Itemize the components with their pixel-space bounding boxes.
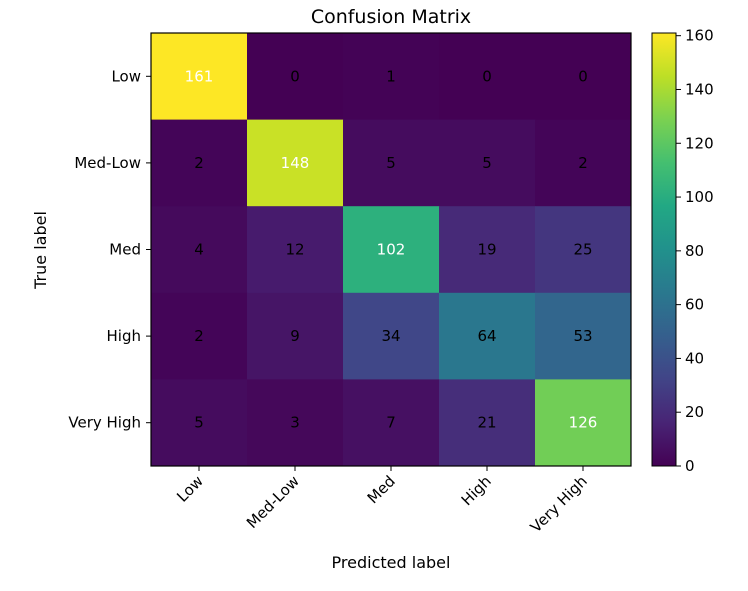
- heatmap-cell: [151, 379, 248, 467]
- y-axis-ticks: Low Med-Low Med High Very High: [68, 67, 151, 432]
- heatmap-cell: [343, 292, 440, 380]
- heatmap-cell: [151, 119, 248, 207]
- x-tick-label: Med-Low: [243, 472, 303, 532]
- heatmap-cell: [439, 33, 536, 121]
- heatmap-cell-labels: 161 0 1 0 02 148 5 5 24 12 102 19 252 9 34 64 535 3 7 21 126: [185, 67, 598, 431]
- heatmap-cell: [439, 292, 536, 380]
- y-tick-label: Low: [111, 67, 141, 85]
- x-tick-label: Med: [364, 472, 399, 507]
- cell-value-label: 161: [185, 67, 214, 85]
- colorbar-tick-label: 0: [685, 457, 695, 475]
- cell-value-label: 25: [573, 241, 592, 259]
- heatmap-cell: [535, 292, 632, 380]
- heatmap-cell: [151, 33, 248, 121]
- heatmap-cell: [343, 379, 440, 467]
- x-tick-label: High: [458, 472, 495, 509]
- cell-value-label: 3: [290, 414, 300, 432]
- cell-value-label: 1: [386, 67, 396, 85]
- cell-value-label: 0: [578, 67, 588, 85]
- heatmap-cell: [247, 206, 344, 294]
- x-tick-label: Low: [173, 472, 207, 506]
- heatmap-cells: [151, 33, 632, 467]
- heatmap-cell: [535, 119, 632, 207]
- heatmap-cell: [151, 206, 248, 294]
- cell-value-label: 5: [194, 414, 204, 432]
- cell-value-label: 148: [281, 154, 310, 172]
- cell-value-label: 126: [569, 414, 598, 432]
- heatmap-cell: [343, 33, 440, 121]
- heatmap-cell: [439, 206, 536, 294]
- colorbar: 0 20 40 60 80 100 120 140 160: [651, 27, 714, 475]
- cell-value-label: 2: [578, 154, 588, 172]
- colorbar-tick-label: 40: [685, 349, 704, 367]
- x-axis-ticks: Low Med-Low Med High Very High: [173, 466, 591, 536]
- colorbar-gradient: [651, 32, 677, 467]
- y-tick-label: Med: [109, 241, 141, 259]
- cell-value-label: 0: [482, 67, 492, 85]
- heatmap-cell: [247, 119, 344, 207]
- chart-title: Confusion Matrix: [311, 6, 471, 28]
- y-tick-label: Very High: [68, 414, 141, 432]
- colorbar-tick-label: 20: [685, 403, 704, 421]
- colorbar-tick-label: 120: [685, 134, 714, 152]
- heatmap-cell: [535, 379, 632, 467]
- cell-value-label: 0: [290, 67, 300, 85]
- heatmap-cell: [535, 206, 632, 294]
- cell-value-label: 21: [477, 414, 496, 432]
- colorbar-tick-label: 80: [685, 242, 704, 260]
- cell-value-label: 5: [482, 154, 492, 172]
- cell-value-label: 19: [477, 241, 496, 259]
- cell-value-label: 2: [194, 327, 204, 345]
- cell-value-label: 64: [477, 327, 496, 345]
- cell-value-label: 5: [386, 154, 396, 172]
- heatmap-cell: [151, 292, 248, 380]
- x-axis-label: Predicted label: [332, 553, 451, 572]
- colorbar-tick-label: 140: [685, 80, 714, 98]
- colorbar-ticks: 0 20 40 60 80 100 120 140 160: [676, 27, 714, 475]
- heatmap-cell: [343, 206, 440, 294]
- cell-value-label: 4: [194, 241, 204, 259]
- heatmap-cell: [247, 292, 344, 380]
- y-tick-label: High: [107, 327, 141, 345]
- cell-value-label: 34: [381, 327, 400, 345]
- cell-value-label: 102: [377, 241, 406, 259]
- y-axis-label: True label: [31, 211, 50, 290]
- cell-value-label: 53: [573, 327, 592, 345]
- colorbar-tick-label: 60: [685, 296, 704, 314]
- cell-value-label: 7: [386, 414, 396, 432]
- heatmap-cell: [439, 119, 536, 207]
- colorbar-tick-label: 160: [685, 27, 714, 45]
- heatmap-cell: [247, 379, 344, 467]
- cell-value-label: 9: [290, 327, 300, 345]
- y-tick-label: Med-Low: [74, 154, 141, 172]
- heatmap-cell: [535, 33, 632, 121]
- x-tick-label: Very High: [527, 472, 591, 536]
- cell-value-label: 2: [194, 154, 204, 172]
- colorbar-tick-label: 100: [685, 188, 714, 206]
- cell-value-label: 12: [285, 241, 304, 259]
- heatmap-cell: [247, 33, 344, 121]
- heatmap-cell: [439, 379, 536, 467]
- heatmap-cell: [343, 119, 440, 207]
